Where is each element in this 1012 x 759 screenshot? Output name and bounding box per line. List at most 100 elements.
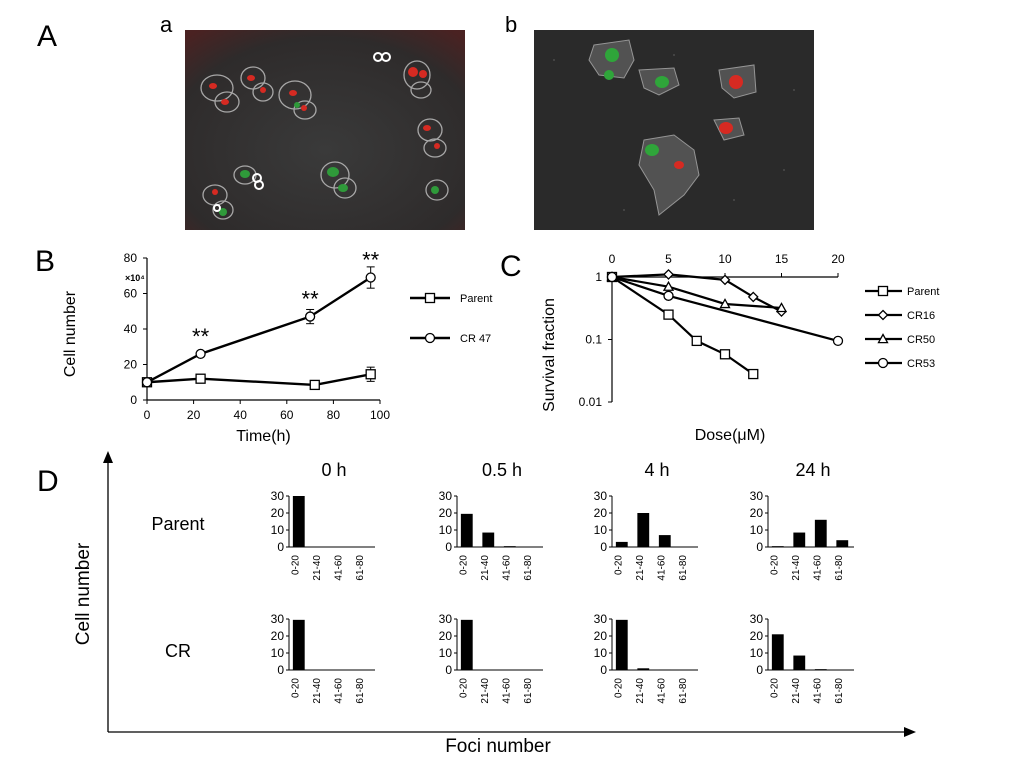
- micrograph-b: [534, 30, 814, 230]
- subplot-y-tick-label: 20: [271, 506, 285, 520]
- panel-label-c: C: [500, 250, 522, 283]
- subplot-y-tick-label: 0: [600, 663, 607, 677]
- subplot-y-tick-label: 20: [594, 506, 608, 520]
- y-multiplier-label: ×10⁴: [125, 273, 145, 283]
- x-tick-label: 80: [327, 408, 341, 422]
- significance-marker: **: [302, 287, 320, 312]
- subplot-y-tick-label: 0: [445, 540, 452, 554]
- subplot-y-tick-label: 10: [271, 523, 285, 537]
- micrograph-b-image: [534, 30, 814, 230]
- category-label: 21-40: [635, 678, 646, 704]
- data-point: [365, 369, 376, 380]
- category-label: 0-20: [614, 678, 625, 698]
- x-tick-label: 100: [370, 408, 390, 422]
- y-tick-label: 60: [124, 287, 138, 301]
- bar: [637, 513, 650, 547]
- x-tick-label: 5: [665, 252, 672, 266]
- category-label: 21-40: [312, 678, 323, 704]
- bar: [814, 669, 827, 670]
- significance-marker: **: [192, 324, 210, 349]
- outer-x-arrowhead: [904, 727, 916, 737]
- legend-b: Parent CR 47: [410, 292, 492, 345]
- bar: [658, 669, 671, 670]
- data-point: [662, 280, 675, 291]
- data-point: [719, 274, 731, 286]
- panel-label-a: A: [37, 20, 58, 53]
- series-line: [146, 276, 372, 384]
- category-label: 41-60: [334, 555, 345, 581]
- legend-marker: [877, 285, 889, 297]
- bar: [615, 619, 628, 670]
- bar: [615, 541, 628, 547]
- data-point: [719, 349, 731, 360]
- subplot-y-tick-label: 30: [271, 489, 285, 503]
- y-tick-label: 0: [130, 393, 137, 407]
- bar: [771, 546, 784, 547]
- legend-label: CR53: [907, 358, 935, 370]
- legend-label: Parent: [460, 293, 492, 305]
- panel-label-d: D: [37, 465, 59, 498]
- legend-marker: [877, 333, 889, 344]
- x-tick-label: 0: [144, 408, 151, 422]
- data-point: [606, 271, 618, 283]
- category-label: 61-80: [355, 678, 366, 704]
- y-tick-label: 1: [595, 270, 602, 284]
- legend-marker: [877, 357, 889, 369]
- x-tick-label: 0: [609, 252, 616, 266]
- y-tick-label: 20: [124, 358, 138, 372]
- subplot-y-tick-label: 30: [594, 489, 608, 503]
- chart-c: 0 5 10 15 20 1 0.1 0.01 Dose(μM) Survival fractio…: [541, 252, 939, 444]
- bar: [292, 619, 305, 670]
- row-label: Parent: [151, 514, 204, 534]
- data-point: [663, 268, 674, 280]
- data-point: [195, 348, 206, 359]
- subplot-y-tick-label: 10: [271, 646, 285, 660]
- data-point: [832, 335, 844, 347]
- bar: [460, 619, 473, 670]
- category-label: 21-40: [480, 555, 491, 581]
- subplot-y-tick-label: 30: [750, 612, 764, 626]
- subplot-y-tick-label: 20: [750, 629, 764, 643]
- x-axis-label: Time(h): [236, 428, 291, 445]
- category-label: 41-60: [334, 678, 345, 704]
- bar: [793, 532, 806, 547]
- subplot-y-tick-label: 0: [277, 540, 284, 554]
- chart-b: 0 20 40 60 80 0 20 40 60 80 100 ×10⁴ Time(h) Cell num…: [62, 248, 390, 445]
- series-line: [611, 275, 839, 342]
- bar: [482, 532, 495, 547]
- micrograph-a-image: [185, 30, 465, 230]
- data-point: [304, 311, 316, 322]
- x-axis-label: Foci number: [445, 736, 551, 757]
- data-point: [309, 379, 320, 391]
- legend-marker: [424, 292, 436, 304]
- category-label: 21-40: [791, 555, 802, 581]
- category-label: 41-60: [502, 678, 513, 704]
- series-line: [146, 373, 371, 387]
- data-point: [775, 302, 788, 313]
- data-point: [141, 377, 153, 388]
- category-label: 41-60: [813, 555, 824, 581]
- category-label: 0-20: [291, 678, 302, 698]
- legend-label: Parent: [907, 286, 939, 298]
- subplot-y-tick-label: 10: [594, 523, 608, 537]
- subplot-y-tick-label: 10: [594, 646, 608, 660]
- subplot-y-tick-label: 0: [277, 663, 284, 677]
- category-label: 0-20: [291, 555, 302, 575]
- legend-marker: [877, 309, 889, 321]
- category-label: 21-40: [480, 678, 491, 704]
- subplot-y-tick-label: 20: [439, 629, 453, 643]
- x-tick-label: 40: [234, 408, 248, 422]
- x-tick-label: 60: [280, 408, 294, 422]
- category-label: 61-80: [355, 555, 366, 581]
- legend-label: CR16: [907, 310, 935, 322]
- data-point: [663, 309, 674, 320]
- column-header: 0 h: [321, 460, 346, 480]
- data-point: [663, 290, 674, 301]
- column-header: 0.5 h: [482, 460, 522, 480]
- x-tick-label: 20: [831, 252, 845, 266]
- subplot-y-tick-label: 0: [756, 663, 763, 677]
- subpanel-label-b: b: [505, 12, 518, 37]
- category-label: 61-80: [523, 678, 534, 704]
- category-label: 61-80: [678, 555, 689, 581]
- category-label: 61-80: [834, 678, 845, 704]
